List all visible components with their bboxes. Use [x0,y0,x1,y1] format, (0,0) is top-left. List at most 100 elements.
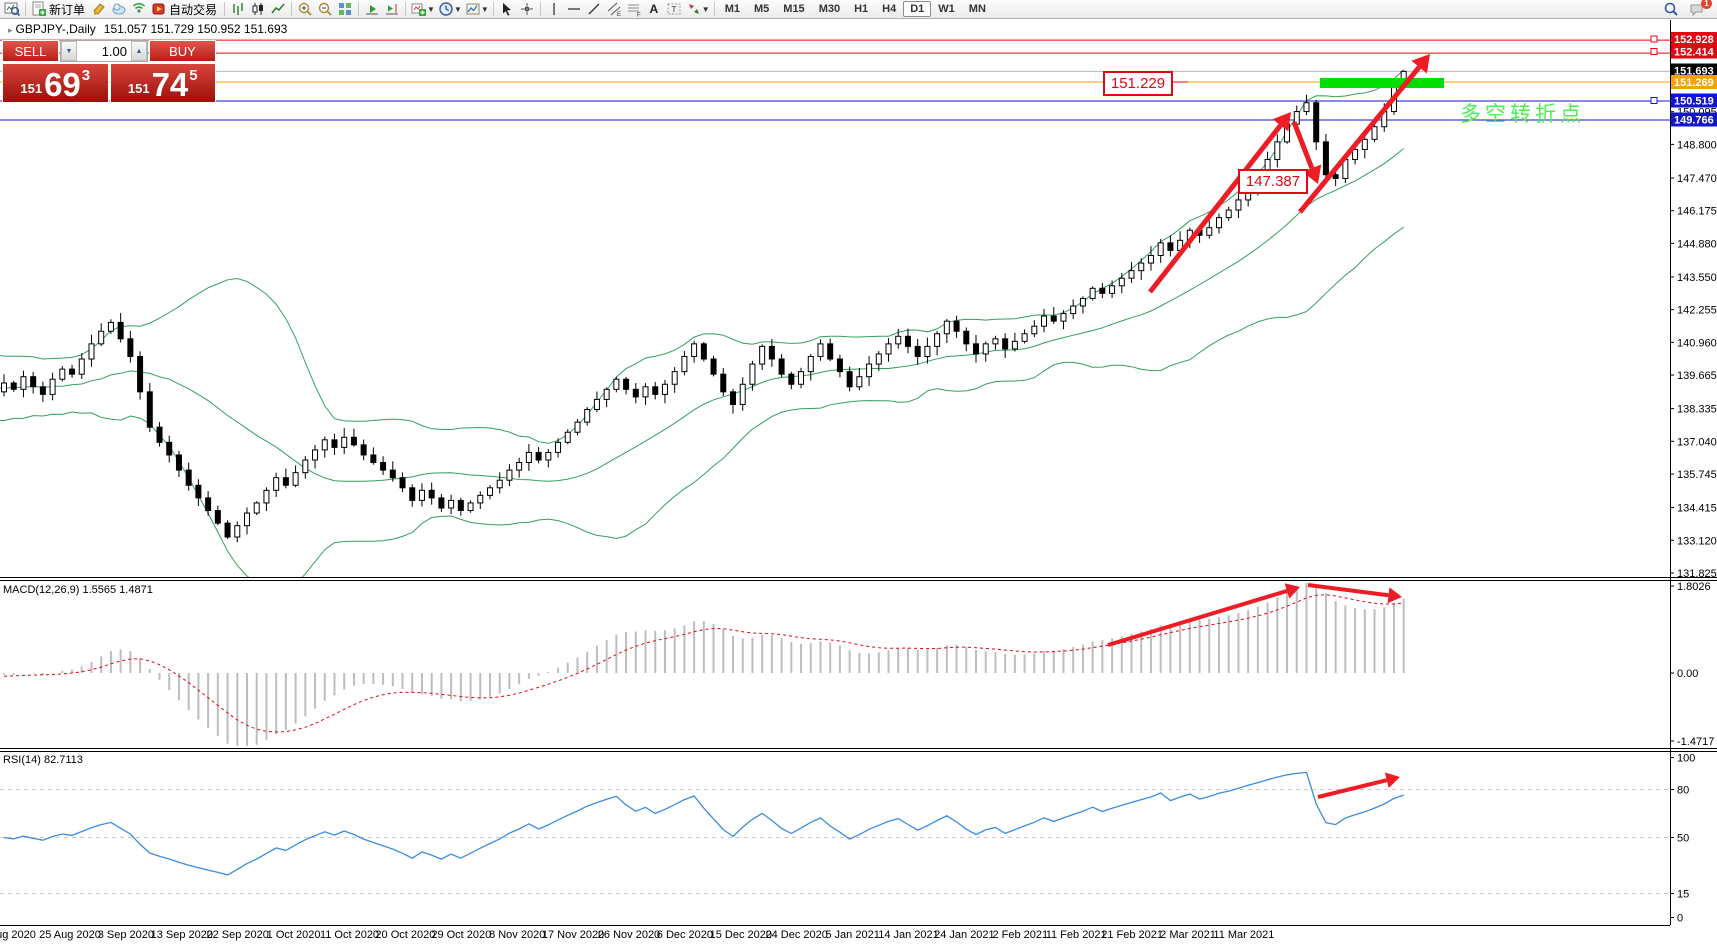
templates-dropdown-caret[interactable]: ▼ [480,4,489,14]
charts-window-icon[interactable] [2,1,22,18]
svg-text:143.550: 143.550 [1677,272,1717,284]
market-watch-icon[interactable] [109,1,129,18]
fibonacci-tool-icon[interactable]: F [624,1,644,18]
new-order-icon[interactable] [29,1,49,18]
chart-shift-icon[interactable] [382,1,402,18]
signals-icon[interactable] [129,1,149,18]
buy-button[interactable]: BUY [149,40,216,62]
tf-button-h1[interactable]: H1 [854,3,869,15]
templates-icon[interactable] [463,1,483,18]
price-axis: 150.095148.800147.470146.175144.880143.5… [1670,107,1717,925]
vertical-line-tool-icon[interactable] [544,1,564,18]
line-endpoint-marker[interactable] [1650,48,1658,55]
autotrade-label[interactable]: 自动交易 [169,2,218,17]
line-chart-icon[interactable] [268,1,288,18]
svg-text:148.800: 148.800 [1677,139,1717,151]
rsi-indicator-label: RSI(14) 82.7113 [3,754,83,766]
channel-tool-icon[interactable]: E [604,1,624,18]
search-icon[interactable] [1661,1,1681,18]
trend-arrow-head [1387,587,1402,604]
arrows-tool-icon[interactable] [684,1,704,18]
indicators-icon[interactable] [409,1,429,18]
svg-text:2 Feb 2021: 2 Feb 2021 [992,929,1048,941]
sell-button[interactable]: SELL [2,40,59,62]
main-toolbar: 新订单 自动交易 ▼ ▼ ▼ E F A T ▼ M1 M5 M15 M30 H… [0,0,1717,19]
tf-button-m5[interactable]: M5 [754,3,770,15]
tile-windows-icon[interactable] [335,1,355,18]
svg-text:0: 0 [1677,913,1683,925]
separator [539,2,541,16]
svg-text:3 Sep 2020: 3 Sep 2020 [98,929,154,941]
turning-point-text[interactable]: 多空转折点 [1460,103,1585,126]
new-order-label[interactable]: 新订单 [49,2,86,17]
trend-arrow[interactable] [1307,583,1389,598]
periods-clock-icon[interactable] [436,1,456,18]
text-label-tool-icon[interactable]: T [664,1,684,18]
trend-arrow[interactable] [1107,589,1288,647]
volume-stepper[interactable]: ▼ 1.00 ▲ [60,40,148,62]
horizontal-line-tool-icon[interactable] [564,1,584,18]
bollinger-middle [0,148,1405,482]
trendline-tool-icon[interactable] [584,1,604,18]
main-price-pane[interactable] [0,69,1407,590]
bollinger-lower [0,226,1404,577]
svg-text:152.414: 152.414 [1674,47,1715,59]
svg-text:137.040: 137.040 [1677,436,1717,448]
macd-pane[interactable] [3,583,1405,746]
rsi-pane[interactable] [0,771,1670,894]
support-price-annotation[interactable]: 147.387 [1238,169,1308,194]
tf-button-m1[interactable]: M1 [724,3,740,15]
separator [492,2,494,16]
tf-button-d1[interactable]: D1 [903,1,932,17]
tf-button-h4[interactable]: H4 [882,3,897,15]
svg-text:100: 100 [1677,753,1695,765]
buy-price-display[interactable]: 151 74 5 [109,63,216,103]
svg-text:147.470: 147.470 [1677,173,1717,185]
bollinger-upper [0,69,1405,444]
candlestick-chart-icon[interactable] [248,1,268,18]
crosshair-icon[interactable] [517,1,537,18]
trend-arrow[interactable] [1298,65,1422,214]
line-endpoint-marker[interactable] [1650,97,1658,104]
volume-increase-icon[interactable]: ▲ [131,41,147,61]
svg-text:5 Jan 2021: 5 Jan 2021 [825,929,879,941]
volume-value[interactable]: 1.00 [101,43,127,59]
svg-text:142.255: 142.255 [1677,305,1717,317]
sell-price-whole: 151 [20,81,43,96]
rsi-line [3,771,1404,876]
svg-text:144.880: 144.880 [1677,238,1717,250]
notifications-icon[interactable]: 1 [1687,0,1712,18]
trend-arrow[interactable] [1317,778,1388,799]
arrows-dropdown-caret[interactable]: ▼ [701,4,710,14]
tf-button-w1[interactable]: W1 [938,3,955,15]
tf-button-m15[interactable]: M15 [783,3,805,15]
svg-text:134.415: 134.415 [1677,503,1717,515]
svg-text:2 Mar 2021: 2 Mar 2021 [1160,929,1216,941]
styler-icon[interactable] [89,1,109,18]
svg-text:11 Oct 2020: 11 Oct 2020 [320,929,379,941]
trend-arrow[interactable] [1148,123,1283,294]
trend-arrow[interactable] [1291,121,1315,170]
sell-price-display[interactable]: 151 69 3 [2,63,109,103]
auto-scroll-icon[interactable] [362,1,382,18]
separator [224,2,226,16]
text-tool-icon[interactable]: A [649,2,659,16]
macd-indicator-label: MACD(12,26,9) 1.5565 1.4871 [3,584,153,596]
cursor-icon[interactable] [497,1,517,18]
tf-button-m30[interactable]: M30 [818,3,841,15]
autotrade-icon[interactable] [149,1,169,18]
svg-text:151.693: 151.693 [1674,66,1714,78]
zoom-in-icon[interactable] [295,1,315,18]
periods-dropdown-caret[interactable]: ▼ [453,4,462,14]
tf-button-mn[interactable]: MN [968,3,986,15]
line-endpoint-marker[interactable] [1650,35,1658,43]
bar-chart-icon[interactable] [228,1,248,18]
green-zone-rectangle[interactable] [1320,78,1444,88]
resistance-price-annotation[interactable]: 151.229 [1103,71,1173,96]
indicators-dropdown-caret[interactable]: ▼ [427,4,435,14]
volume-decrease-icon[interactable]: ▼ [61,41,77,61]
annotation-objects[interactable] [1107,35,1658,799]
zoom-out-icon[interactable] [315,1,335,18]
